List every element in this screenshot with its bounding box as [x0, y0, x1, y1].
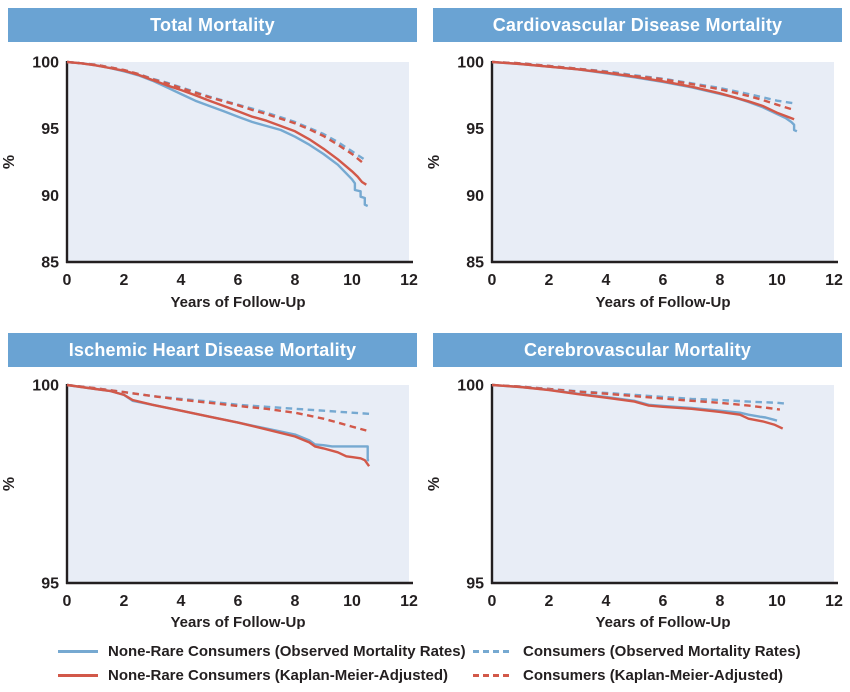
svg-text:10: 10	[343, 272, 361, 289]
svg-text:0: 0	[63, 272, 72, 289]
svg-text:4: 4	[177, 272, 186, 289]
svg-text:8: 8	[291, 272, 300, 289]
legend-item-consumers-observed: Consumers (Observed Mortality Rates)	[473, 643, 850, 660]
chart-ischemic-heart-mortality: 95 100 0 2 4 6 8 10 12 Years of Follow-Up%	[1, 378, 418, 630]
svg-text:95: 95	[41, 121, 59, 138]
svg-text:6: 6	[659, 272, 668, 289]
svg-text:2: 2	[120, 593, 129, 610]
svg-text:100: 100	[32, 55, 59, 72]
legend-label: Consumers (Kaplan-Meier-Adjusted)	[523, 667, 784, 684]
panel-cardiovascular-mortality: Cardiovascular Disease Mortality 85 90 95 1…	[425, 8, 850, 314]
panel-total-mortality: Total Mortality 85 90 95 100 0 2 4 6 8 10 12 Years …	[0, 8, 425, 314]
chart-cardiovascular-mortality: 85 90 95 100 0 2 4 6 8 10 12 Years of Follow-Up%	[426, 55, 843, 312]
panel-ischemic-heart-mortality: Ischemic Heart Disease Mortality 95 100 0 2…	[0, 333, 425, 629]
svg-text:6: 6	[234, 593, 243, 610]
legend-label: None-Rare Consumers (Kaplan-Meier-Adjust…	[108, 667, 449, 684]
svg-text:2: 2	[545, 593, 554, 610]
figure-legend: None-Rare Consumers (Observed Mortality …	[58, 643, 850, 684]
bottom-row: Ischemic Heart Disease Mortality 95 100 0 2…	[0, 333, 850, 629]
svg-text:4: 4	[602, 272, 611, 289]
legend-label: Consumers (Observed Mortality Rates)	[523, 643, 801, 660]
svg-text:10: 10	[768, 593, 786, 610]
svg-text:%: %	[1, 155, 18, 169]
svg-text:Years of Follow-Up: Years of Follow-Up	[170, 614, 305, 629]
svg-text:0: 0	[488, 593, 497, 610]
solid-blue-line-swatch-icon	[58, 650, 98, 653]
legend-item-nonrare-observed: None-Rare Consumers (Observed Mortality …	[58, 643, 473, 660]
svg-text:90: 90	[41, 188, 59, 205]
svg-text:8: 8	[291, 593, 300, 610]
svg-text:0: 0	[488, 272, 497, 289]
chart-total-mortality: 85 90 95 100 0 2 4 6 8 10 12 Years of Follow-Up%	[1, 55, 418, 312]
svg-text:2: 2	[120, 272, 129, 289]
svg-text:6: 6	[659, 593, 668, 610]
svg-text:2: 2	[545, 272, 554, 289]
dashed-red-line-swatch-icon	[473, 674, 513, 677]
svg-text:12: 12	[400, 272, 418, 289]
svg-text:Years of Follow-Up: Years of Follow-Up	[170, 294, 305, 311]
svg-text:0: 0	[63, 593, 72, 610]
svg-text:12: 12	[400, 593, 418, 610]
svg-text:90: 90	[466, 188, 484, 205]
svg-text:8: 8	[716, 272, 725, 289]
svg-text:95: 95	[466, 121, 484, 138]
solid-red-line-swatch-icon	[58, 674, 98, 677]
legend-item-consumers-km: Consumers (Kaplan-Meier-Adjusted)	[473, 667, 850, 684]
chart-cerebrovascular-mortality: 95 100 0 2 4 6 8 10 12 Years of Follow-Up%	[426, 378, 843, 630]
svg-text:100: 100	[32, 378, 59, 395]
svg-text:95: 95	[41, 576, 59, 593]
svg-text:85: 85	[466, 255, 484, 272]
svg-text:95: 95	[466, 576, 484, 593]
svg-text:Years of Follow-Up: Years of Follow-Up	[595, 614, 730, 629]
svg-text:10: 10	[343, 593, 361, 610]
svg-text:12: 12	[825, 272, 843, 289]
legend-label: None-Rare Consumers (Observed Mortality …	[108, 643, 466, 660]
panel-title-total-mortality: Total Mortality	[8, 8, 417, 42]
svg-text:4: 4	[602, 593, 611, 610]
svg-text:4: 4	[177, 593, 186, 610]
dashed-blue-line-swatch-icon	[473, 650, 513, 653]
svg-text:%: %	[1, 477, 18, 491]
svg-text:%: %	[426, 155, 443, 169]
svg-text:10: 10	[768, 272, 786, 289]
svg-text:12: 12	[825, 593, 843, 610]
svg-text:6: 6	[234, 272, 243, 289]
svg-text:%: %	[426, 477, 443, 491]
svg-text:8: 8	[716, 593, 725, 610]
legend-item-nonrare-km: None-Rare Consumers (Kaplan-Meier-Adjust…	[58, 667, 473, 684]
top-row: Total Mortality 85 90 95 100 0 2 4 6 8 10 12 Years …	[0, 0, 850, 314]
panel-title-cardiovascular-mortality: Cardiovascular Disease Mortality	[433, 8, 842, 42]
svg-text:100: 100	[457, 378, 484, 395]
svg-text:Years of Follow-Up: Years of Follow-Up	[595, 294, 730, 311]
svg-text:100: 100	[457, 55, 484, 72]
svg-text:85: 85	[41, 255, 59, 272]
panel-title-ischemic-heart-mortality: Ischemic Heart Disease Mortality	[8, 333, 417, 367]
panel-cerebrovascular-mortality: Cerebrovascular Mortality 95 100 0 2 4 6 8 10 12…	[425, 333, 850, 629]
panel-title-cerebrovascular-mortality: Cerebrovascular Mortality	[433, 333, 842, 367]
